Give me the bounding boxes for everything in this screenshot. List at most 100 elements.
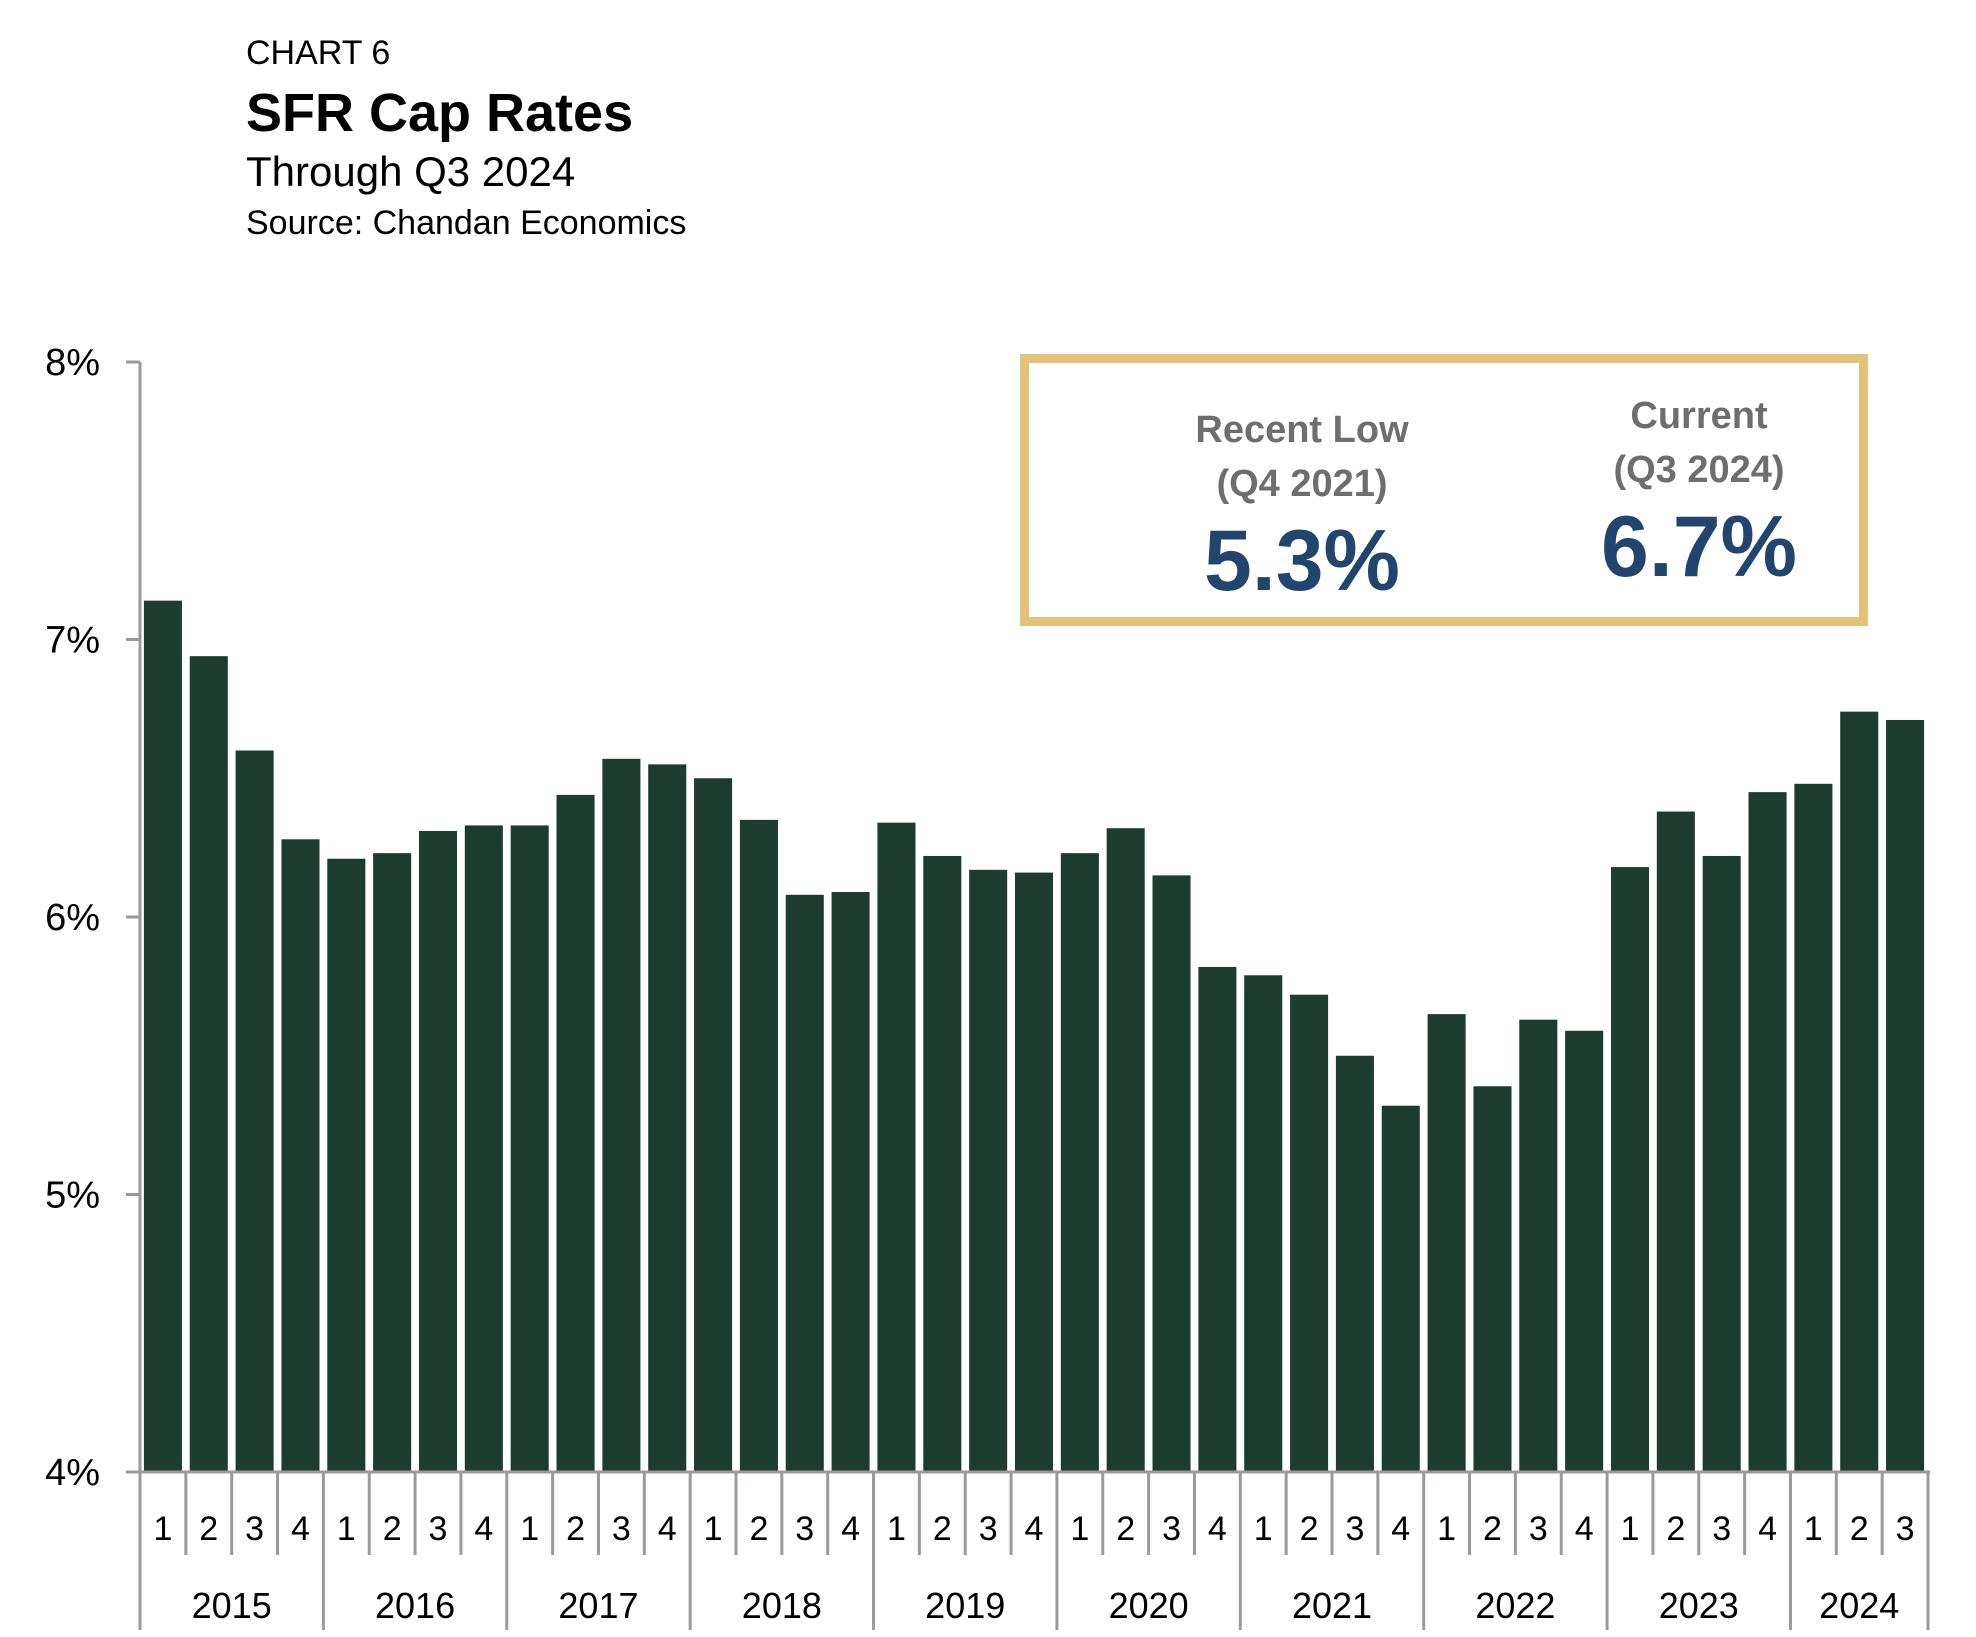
y-axis: 4% 5% 6% 7% 8% xyxy=(45,342,142,1494)
quarter-label: 2 xyxy=(199,1510,218,1548)
bar xyxy=(327,858,366,1472)
bar xyxy=(831,892,870,1472)
recent-low-stat: Recent Low (Q4 2021) 5.3% xyxy=(1137,403,1467,607)
bar xyxy=(373,853,412,1472)
quarter-label: 2 xyxy=(1666,1510,1685,1548)
quarter-label: 4 xyxy=(1208,1510,1227,1548)
quarter-label: 1 xyxy=(887,1510,906,1548)
y-tick-label: 5% xyxy=(45,1175,100,1217)
year-label: 2024 xyxy=(1819,1585,1899,1626)
bar xyxy=(1886,719,1925,1472)
quarter-label: 1 xyxy=(1804,1510,1823,1548)
bar xyxy=(1335,1055,1374,1472)
quarter-label: 3 xyxy=(1896,1510,1915,1548)
year-label: 2021 xyxy=(1292,1585,1372,1626)
bar xyxy=(1519,1019,1558,1472)
bar xyxy=(1106,828,1145,1472)
bar xyxy=(143,600,182,1472)
bar xyxy=(235,750,274,1472)
bar xyxy=(602,758,641,1472)
current-caption: Current xyxy=(1630,395,1768,437)
bar xyxy=(1152,875,1191,1472)
current-value: 6.7% xyxy=(1600,499,1798,595)
chart-label: CHART 6 xyxy=(246,34,391,72)
bar xyxy=(877,822,916,1472)
bar xyxy=(418,830,458,1472)
bar xyxy=(648,764,687,1472)
current-stat: Current (Q3 2024) 6.7% xyxy=(1534,389,1864,593)
quarter-label: 3 xyxy=(429,1510,448,1548)
quarter-label: 1 xyxy=(153,1510,172,1548)
callout-box: Recent Low (Q4 2021) 5.3% Current (Q3 20… xyxy=(1020,354,1868,626)
bar xyxy=(281,839,320,1472)
quarter-label: 2 xyxy=(1850,1510,1869,1548)
quarter-label: 2 xyxy=(383,1510,402,1548)
quarter-label: 1 xyxy=(1254,1510,1273,1548)
quarter-label: 3 xyxy=(1345,1510,1364,1548)
bar xyxy=(1290,994,1329,1472)
quarter-label: 2 xyxy=(749,1510,768,1548)
quarter-label: 1 xyxy=(1621,1510,1640,1548)
year-label: 2019 xyxy=(925,1585,1005,1626)
quarter-label: 1 xyxy=(1070,1510,1089,1548)
quarter-label: 1 xyxy=(337,1510,356,1548)
quarter-label: 3 xyxy=(979,1510,998,1548)
bar xyxy=(1702,855,1741,1472)
bar xyxy=(1198,966,1237,1472)
quarter-label: 4 xyxy=(1025,1510,1044,1548)
quarter-label: 1 xyxy=(520,1510,539,1548)
y-tick-label: 4% xyxy=(45,1452,100,1494)
chart-subtitle: Through Q3 2024 xyxy=(246,148,576,195)
bar xyxy=(1244,975,1283,1472)
bar xyxy=(1473,1086,1512,1472)
chart-title: SFR Cap Rates xyxy=(246,83,634,143)
year-label: 2023 xyxy=(1659,1585,1739,1626)
bar xyxy=(1656,811,1695,1472)
quarter-label: 1 xyxy=(704,1510,723,1548)
bar xyxy=(1060,853,1099,1472)
bar xyxy=(1381,1105,1420,1472)
year-label: 2022 xyxy=(1475,1585,1555,1626)
quarter-label: 4 xyxy=(474,1510,493,1548)
bar xyxy=(1840,711,1879,1472)
y-tick-label: 8% xyxy=(45,342,100,384)
quarter-label: 4 xyxy=(291,1510,310,1548)
bar xyxy=(1610,867,1650,1472)
quarter-label: 1 xyxy=(1437,1510,1456,1548)
bar xyxy=(1427,1014,1466,1472)
current-period: (Q3 2024) xyxy=(1613,449,1785,491)
bar xyxy=(464,825,503,1472)
y-tick-label: 7% xyxy=(45,620,100,662)
recent-low-period: (Q4 2021) xyxy=(1216,463,1388,505)
x-axis: 1 2 3 4 1 2 3 4 1 2 3 4 1 2 3 4 1 2 3 4 1 2 3 4 1 2 3 4 1 2 3 4 1 2 3 4 1 2 32… xyxy=(138,1470,1930,1630)
year-label: 2017 xyxy=(558,1585,638,1626)
quarter-label: 2 xyxy=(933,1510,952,1548)
quarter-label: 4 xyxy=(1575,1510,1594,1548)
y-tick-label: 6% xyxy=(45,897,100,939)
recent-low-value: 5.3% xyxy=(1203,513,1401,609)
quarter-label: 3 xyxy=(1712,1510,1731,1548)
bar xyxy=(1748,792,1787,1472)
quarter-label: 3 xyxy=(245,1510,264,1548)
quarter-label: 3 xyxy=(612,1510,631,1548)
bar xyxy=(1565,1030,1604,1472)
quarter-label: 4 xyxy=(1391,1510,1410,1548)
year-label: 2018 xyxy=(742,1585,822,1626)
bars xyxy=(143,600,1925,1472)
bar xyxy=(969,869,1008,1472)
recent-low-caption: Recent Low xyxy=(1195,409,1409,451)
quarter-label: 3 xyxy=(1529,1510,1548,1548)
quarter-label: 4 xyxy=(1758,1510,1777,1548)
bar xyxy=(694,778,733,1472)
bar xyxy=(189,656,228,1472)
quarter-label: 4 xyxy=(841,1510,860,1548)
year-label: 2016 xyxy=(375,1585,455,1626)
quarter-label: 4 xyxy=(658,1510,677,1548)
year-label: 2015 xyxy=(192,1585,272,1626)
bar xyxy=(510,825,549,1472)
quarter-label: 2 xyxy=(1300,1510,1319,1548)
chart-source: Source: Chandan Economics xyxy=(246,204,687,242)
bar xyxy=(785,894,824,1472)
bar xyxy=(556,794,595,1472)
